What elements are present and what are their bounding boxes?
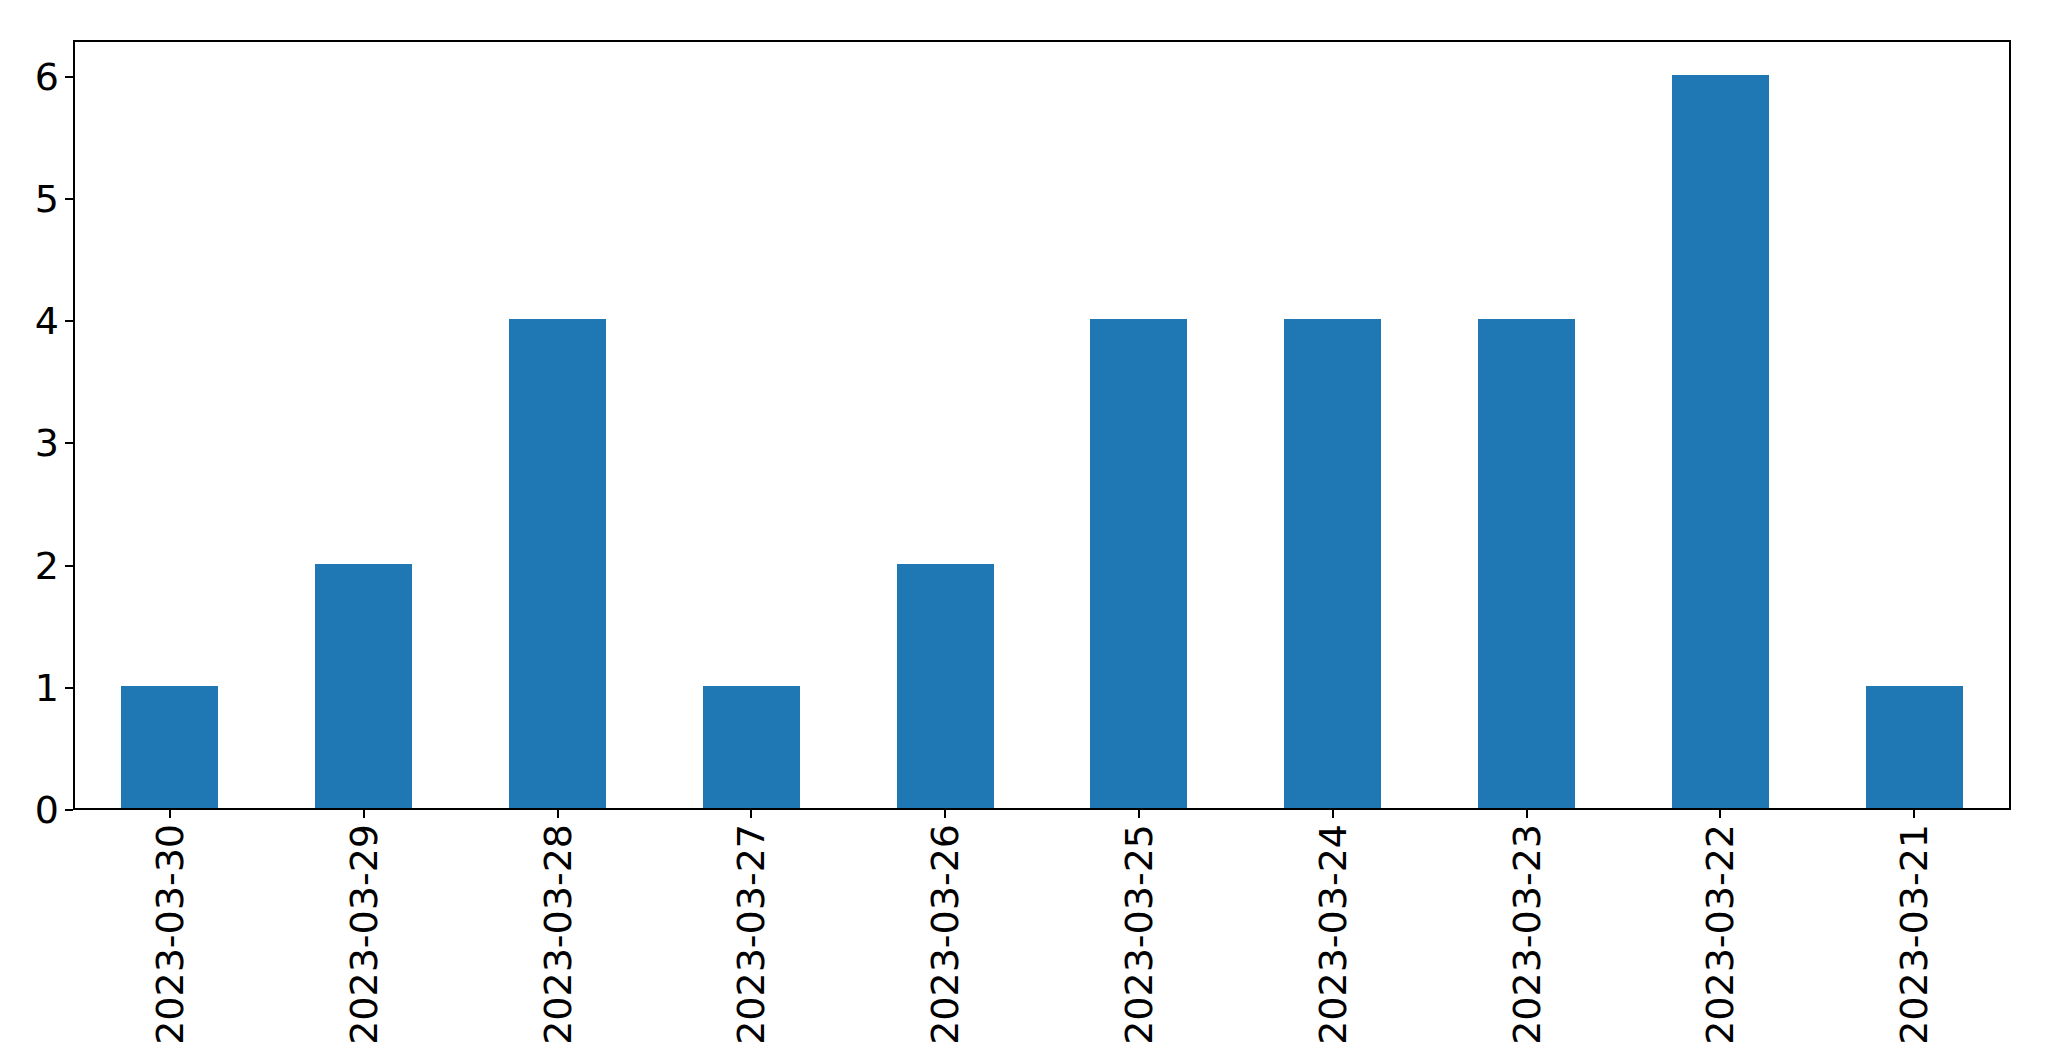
- x-tick-mark: [363, 810, 365, 818]
- x-tick-label: 2023-03-23: [1506, 824, 1548, 1045]
- bar-2023-03-27: [703, 686, 800, 808]
- x-tick-mark: [750, 810, 752, 818]
- bar-chart-figure: 0 1 2 3 4 5 6 2023-03-30 2023-03-29 2023-03-28 20…: [0, 0, 2049, 1061]
- bar-2023-03-29: [315, 564, 412, 808]
- x-tick-mark: [1138, 810, 1140, 818]
- bar-2023-03-26: [897, 564, 994, 808]
- bar-2023-03-30: [121, 686, 218, 808]
- y-tick-mark: [65, 198, 73, 200]
- x-tick-label: 2023-03-22: [1699, 824, 1741, 1045]
- y-tick-label: 1: [0, 669, 59, 707]
- x-tick-mark: [944, 810, 946, 818]
- x-tick-label: 2023-03-29: [343, 824, 385, 1045]
- x-tick-mark: [1332, 810, 1334, 818]
- x-tick-mark: [557, 810, 559, 818]
- y-tick-mark: [65, 809, 73, 811]
- y-tick-mark: [65, 320, 73, 322]
- x-tick-label: 2023-03-24: [1312, 824, 1354, 1045]
- y-tick-mark: [65, 442, 73, 444]
- x-tick-mark: [1913, 810, 1915, 818]
- y-tick-mark: [65, 687, 73, 689]
- y-tick-label: 0: [0, 791, 59, 829]
- y-tick-label: 2: [0, 547, 59, 585]
- y-tick-label: 3: [0, 424, 59, 462]
- x-tick-label: 2023-03-28: [537, 824, 579, 1045]
- y-tick-label: 4: [0, 302, 59, 340]
- x-tick-mark: [1526, 810, 1528, 818]
- y-tick-label: 6: [0, 58, 59, 96]
- x-tick-label: 2023-03-26: [924, 824, 966, 1045]
- y-tick-mark: [65, 76, 73, 78]
- y-tick-label: 5: [0, 180, 59, 218]
- x-tick-label: 2023-03-21: [1893, 824, 1935, 1045]
- x-tick-label: 2023-03-27: [730, 824, 772, 1045]
- bar-2023-03-22: [1672, 75, 1769, 808]
- bar-2023-03-21: [1866, 686, 1963, 808]
- bar-2023-03-28: [509, 319, 606, 808]
- bar-2023-03-25: [1090, 319, 1187, 808]
- x-tick-mark: [1719, 810, 1721, 818]
- x-tick-label: 2023-03-25: [1118, 824, 1160, 1045]
- bar-2023-03-24: [1284, 319, 1381, 808]
- y-tick-mark: [65, 565, 73, 567]
- x-tick-label: 2023-03-30: [149, 824, 191, 1045]
- plot-frame: [73, 40, 2011, 810]
- x-tick-mark: [169, 810, 171, 818]
- bar-2023-03-23: [1478, 319, 1575, 808]
